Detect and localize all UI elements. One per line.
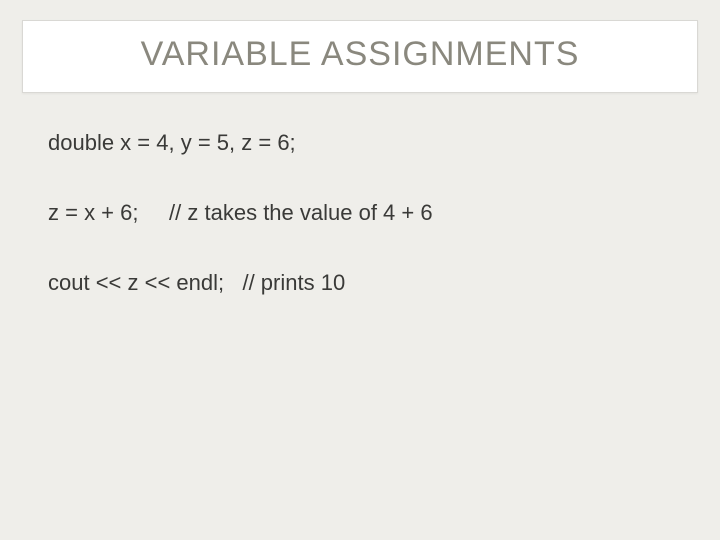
code-line: z = x + 6; // z takes the value of 4 + 6 (48, 200, 672, 226)
title-box: VARIABLE ASSIGNMENTS (22, 20, 698, 93)
slide-title: VARIABLE ASSIGNMENTS (33, 35, 687, 74)
code-line: double x = 4, y = 5, z = 6; (48, 130, 672, 156)
slide-content: double x = 4, y = 5, z = 6; z = x + 6; /… (48, 130, 672, 340)
code-line: cout << z << endl; // prints 10 (48, 270, 672, 296)
